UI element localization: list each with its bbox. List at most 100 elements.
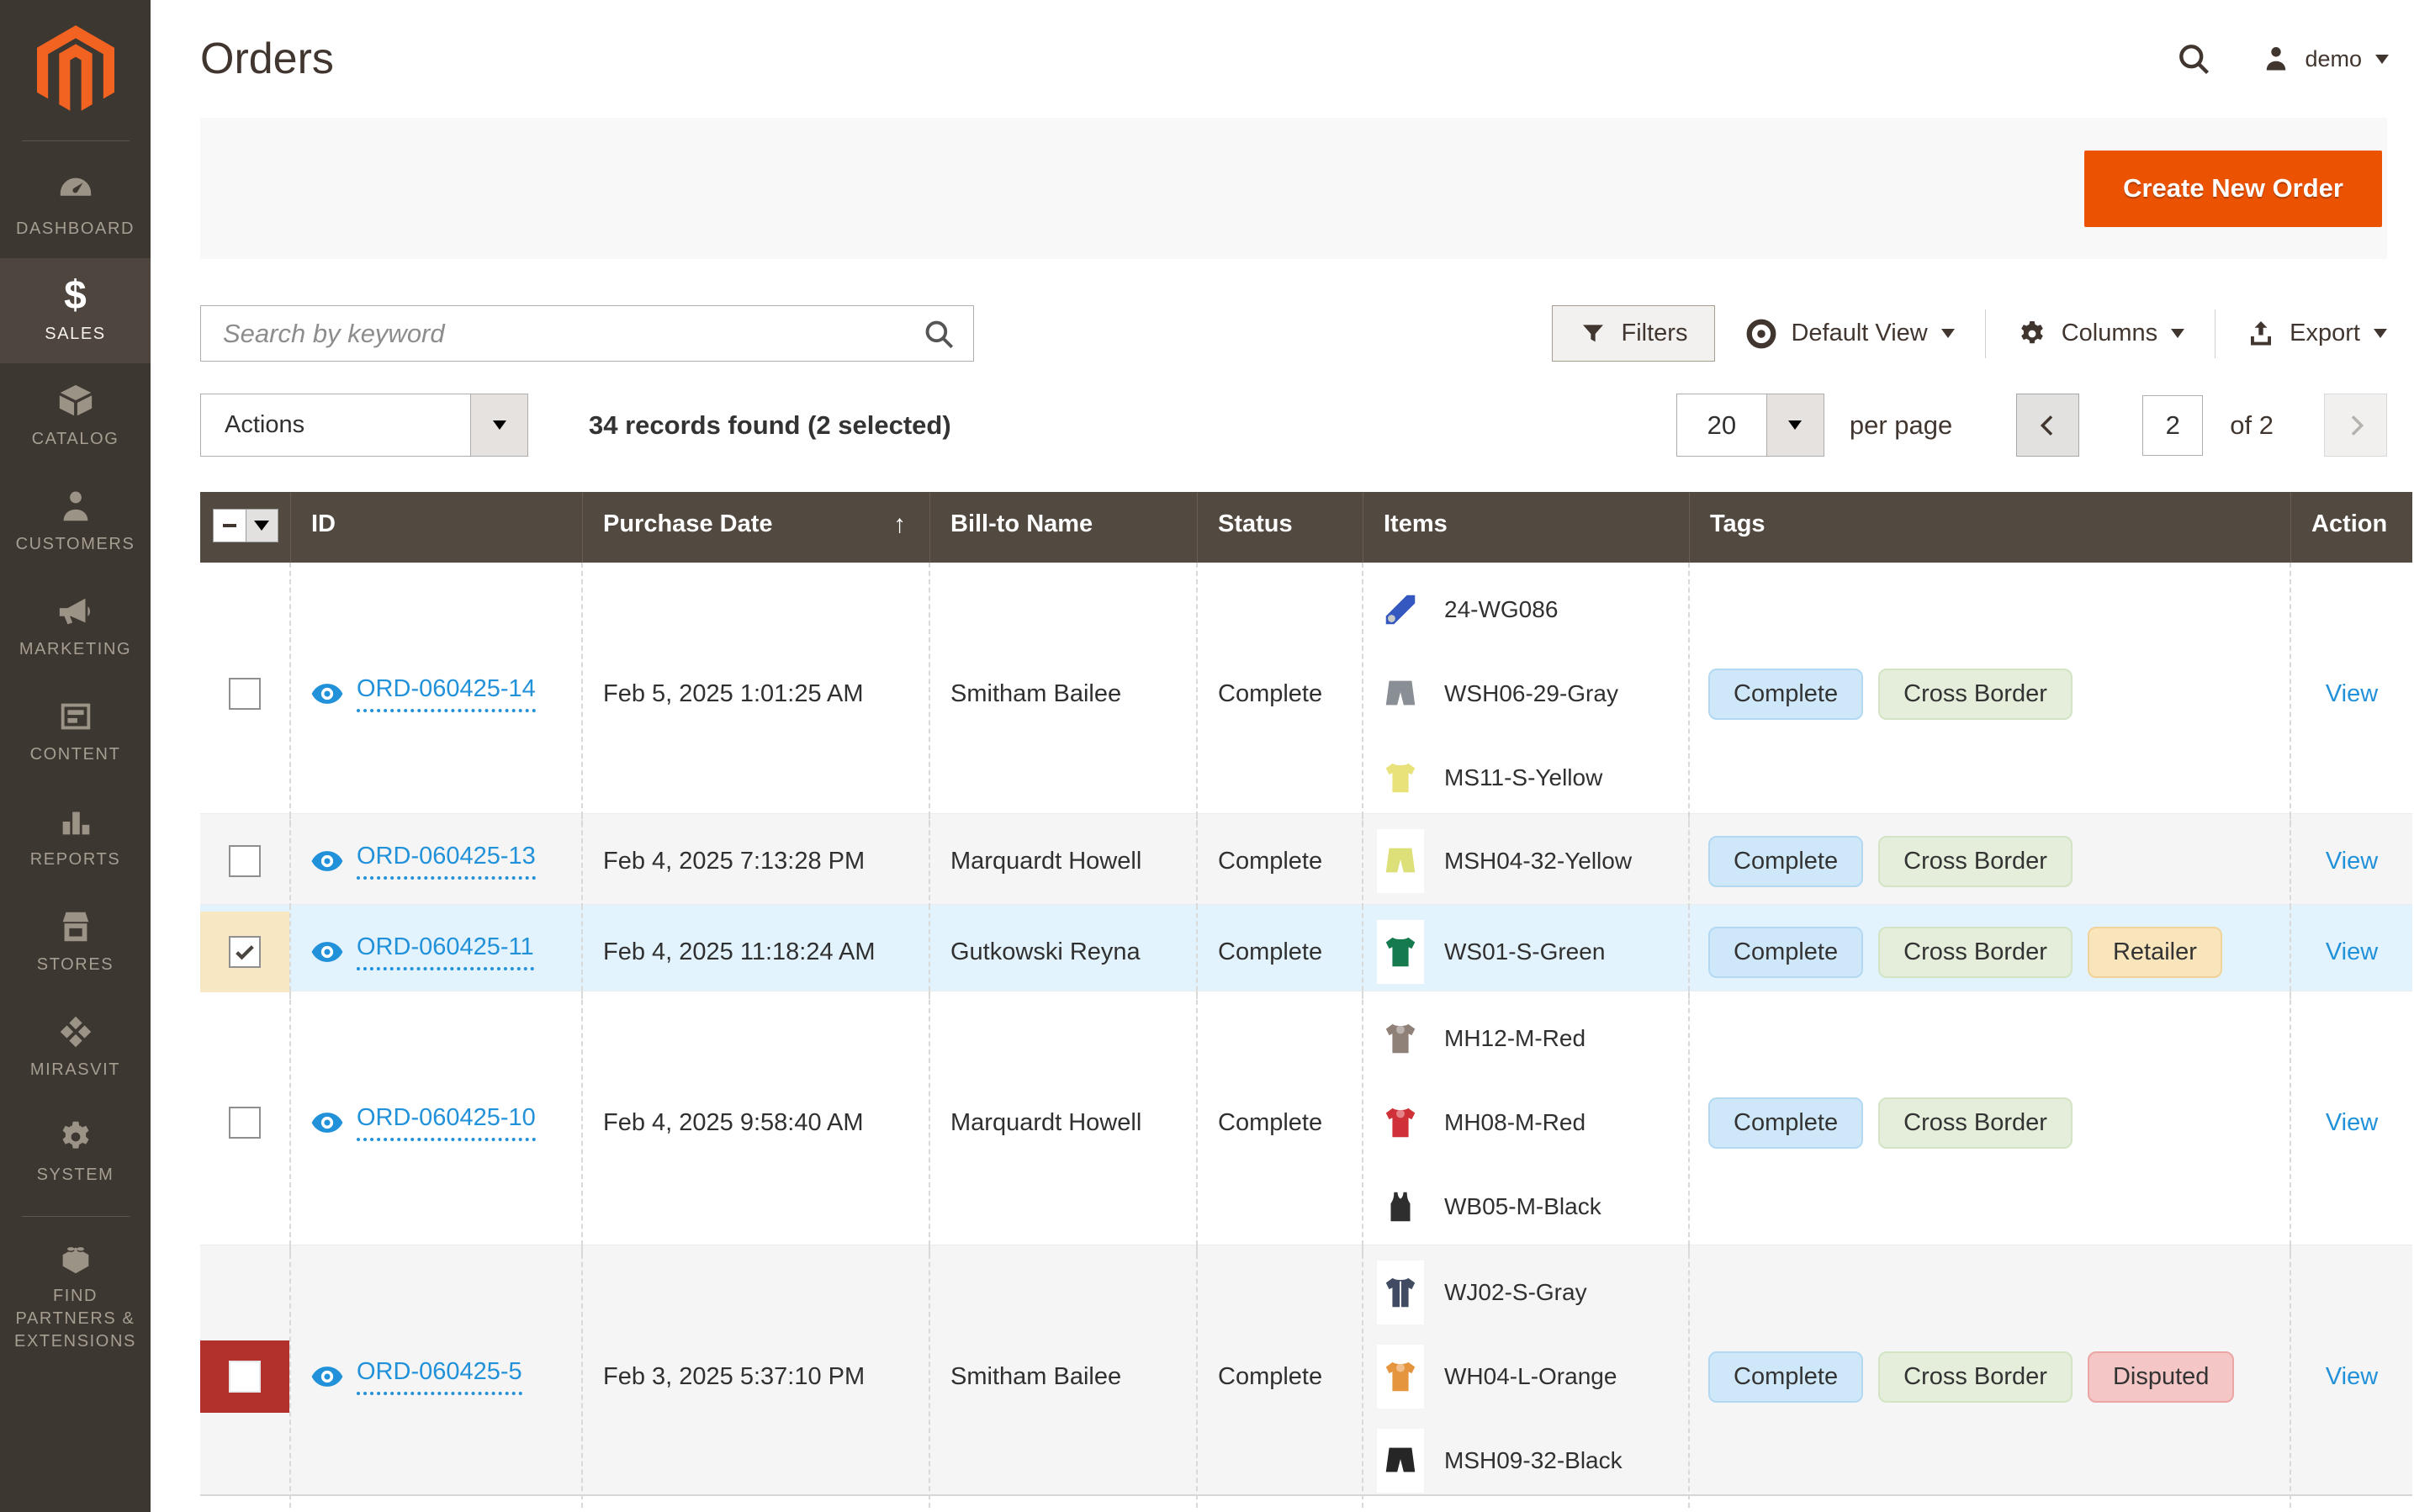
product-thumbnail (1377, 746, 1424, 810)
user-menu[interactable]: demo (2261, 44, 2389, 74)
sidebar-item-stores[interactable]: STORES (0, 889, 151, 994)
grid-toolbar: Filters Default View Columns Export (200, 305, 2387, 362)
sidebar-item-sales[interactable]: $ SALES (0, 258, 151, 363)
column-header-bill-to-name[interactable]: Bill-to Name (930, 492, 1198, 563)
keyword-search-box (200, 305, 974, 362)
tag-retailer: Retailer (2088, 927, 2222, 978)
order-id-cell: ORD-060425-5 (291, 1245, 583, 1508)
sidebar-item-system[interactable]: SYSTEM (0, 1099, 151, 1204)
row-checkbox[interactable] (229, 1107, 261, 1139)
product-sku: MSH09-32-Black (1444, 1447, 1623, 1474)
sales-dollar-icon: $ (64, 277, 87, 315)
actions-caret (470, 394, 527, 456)
view-order-link[interactable]: View (2326, 938, 2378, 966)
order-id-link[interactable]: ORD-060425-5 (357, 1358, 522, 1395)
product-thumbnail (1377, 662, 1424, 726)
sidebar-item-label: SALES (45, 323, 105, 346)
sidebar-divider (22, 140, 130, 141)
order-id-link[interactable]: ORD-060425-13 (357, 843, 536, 880)
view-order-link[interactable]: View (2326, 848, 2378, 875)
column-header-status[interactable]: Status (1198, 492, 1363, 563)
previous-page-button[interactable] (2016, 394, 2079, 457)
product-sku: MH08-M-Red (1444, 1109, 1586, 1136)
next-page-button[interactable] (2324, 394, 2387, 457)
column-header-action[interactable]: Action (2291, 492, 2412, 563)
export-menu[interactable]: Export (2246, 319, 2387, 349)
search-input[interactable] (201, 306, 973, 361)
header-select-all-cell (200, 492, 291, 563)
actions-dropdown[interactable]: Actions (200, 394, 528, 457)
default-view-menu[interactable]: Default View (1745, 318, 1954, 350)
tag-complete: Complete (1708, 836, 1863, 887)
columns-menu[interactable]: Columns (2016, 318, 2184, 350)
column-header-items[interactable]: Items (1363, 492, 1690, 563)
catalog-box-icon (56, 382, 95, 420)
column-header-purchase-date[interactable]: Purchase Date ↑ (583, 492, 930, 563)
column-header-id[interactable]: ID (291, 492, 583, 563)
select-all-caret[interactable] (246, 510, 278, 542)
filters-button[interactable]: Filters (1552, 305, 1716, 362)
select-all-dropdown[interactable] (213, 509, 278, 542)
sidebar-item-marketing[interactable]: MARKETING (0, 574, 151, 679)
product-thumbnail (1377, 578, 1424, 642)
status-cell: Complete (1198, 1245, 1363, 1508)
bill-to-name-cell: Smitham Bailee (930, 1245, 1198, 1508)
column-header-tags[interactable]: Tags (1690, 492, 2291, 563)
sidebar-item-find-partners[interactable]: FIND PARTNERS & EXTENSIONS (0, 1229, 151, 1363)
tag-cross-border: Cross Border (1878, 836, 2073, 887)
product-thumbnail (1377, 1175, 1424, 1239)
current-page-input[interactable] (2142, 395, 2203, 456)
tag-cross-border: Cross Border (1878, 927, 2073, 978)
items-cell: 24-WG086 WSH06-29-Gray MS11-S-Yellow (1363, 563, 1690, 825)
row-checkbox[interactable] (229, 845, 261, 877)
per-page-dropdown[interactable]: 20 (1676, 394, 1824, 457)
action-cell: View (2291, 905, 2412, 999)
global-search-icon[interactable] (2175, 40, 2212, 77)
action-cell: View (2291, 1245, 2412, 1508)
sidebar-item-mirasvit[interactable]: MIRASVIT (0, 994, 151, 1099)
create-new-order-button[interactable]: Create New Order (2084, 151, 2382, 227)
product-sku: WB05-M-Black (1444, 1193, 1601, 1220)
order-id-link[interactable]: ORD-060425-14 (357, 675, 536, 712)
bill-to-name-cell: Smitham Bailee (930, 563, 1198, 825)
order-item: WS01-S-Green (1363, 910, 1688, 994)
sidebar-item-content[interactable]: CONTENT (0, 679, 151, 784)
eye-view-icon (1745, 318, 1777, 350)
order-id-cell: ORD-060425-13 (291, 814, 583, 908)
eye-icon (311, 1366, 343, 1388)
product-thumbnail (1377, 1261, 1424, 1324)
total-pages-label: of 2 (2230, 410, 2274, 441)
order-id-link[interactable]: ORD-060425-10 (357, 1104, 536, 1141)
product-thumbnail (1377, 1091, 1424, 1155)
filters-label: Filters (1622, 320, 1688, 347)
page-header: Orders demo (151, 0, 2414, 118)
sidebar-item-dashboard[interactable]: DASHBOARD (0, 153, 151, 258)
sidebar-item-label: DASHBOARD (16, 218, 135, 241)
table-row: ORD-060425-10 Feb 4, 2025 9:58:40 AM Mar… (200, 991, 2412, 1245)
row-checkbox-checked[interactable] (229, 936, 261, 968)
order-item: WB05-M-Black (1363, 1165, 1688, 1249)
order-id-link[interactable]: ORD-060425-11 (357, 933, 534, 970)
actions-label: Actions (201, 394, 470, 456)
view-order-link[interactable]: View (2326, 680, 2378, 708)
product-sku: WS01-S-Green (1444, 938, 1605, 965)
sidebar-item-reports[interactable]: REPORTS (0, 784, 151, 889)
sidebar-item-catalog[interactable]: CATALOG (0, 363, 151, 468)
eye-icon (311, 683, 343, 705)
tag-complete: Complete (1708, 927, 1863, 978)
dashboard-icon (56, 172, 95, 210)
per-page-label: per page (1850, 410, 1952, 441)
tags-cell: Complete Cross Border (1690, 563, 2291, 825)
search-submit-icon[interactable] (921, 316, 956, 356)
sidebar-item-customers[interactable]: CUSTOMERS (0, 468, 151, 574)
view-order-link[interactable]: View (2326, 1363, 2378, 1391)
row-checkbox[interactable] (229, 678, 261, 710)
marketing-megaphone-icon (56, 592, 95, 631)
select-all-checkbox[interactable] (214, 510, 246, 542)
row-checkbox[interactable] (229, 1361, 261, 1393)
table-row-flagged: ORD-060425-5 Feb 3, 2025 5:37:10 PM Smit… (200, 1245, 2412, 1494)
user-name: demo (2305, 46, 2362, 72)
view-order-link[interactable]: View (2326, 1109, 2378, 1137)
row-select-cell (200, 991, 291, 1254)
magento-logo-icon[interactable] (37, 25, 114, 119)
